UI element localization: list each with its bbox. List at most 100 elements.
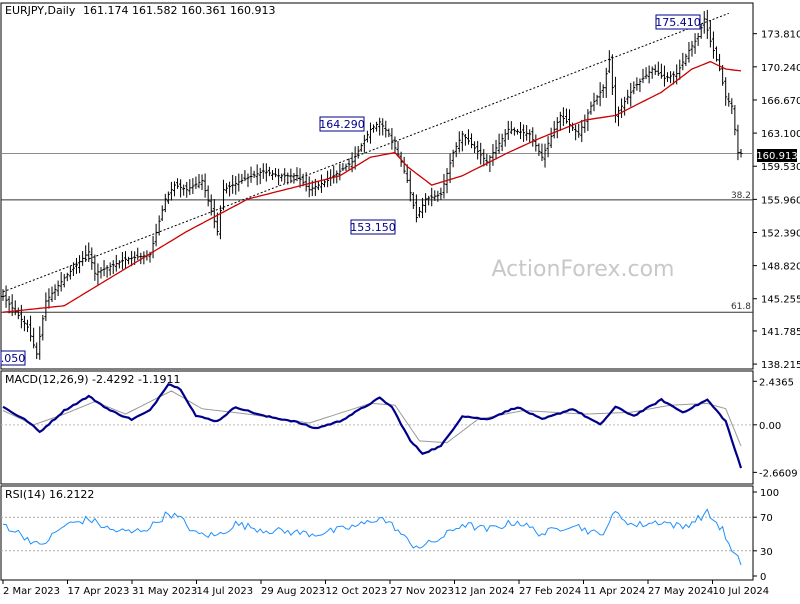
price-bar <box>730 98 734 114</box>
date-tick-label: 11 Apr 2024 <box>584 586 646 597</box>
price-bar <box>454 142 458 158</box>
price-bar <box>368 122 372 144</box>
price-bar <box>552 120 556 139</box>
price-bar <box>267 166 271 177</box>
price-bar <box>690 40 694 57</box>
price-bar <box>359 143 363 152</box>
price-bar <box>534 134 538 152</box>
price-bar <box>421 197 425 219</box>
price-bar <box>68 266 72 280</box>
price-bar <box>476 140 480 160</box>
price-bar <box>577 123 581 138</box>
price-bar <box>457 131 461 153</box>
price-bar <box>396 141 400 157</box>
price-bar <box>411 192 415 209</box>
rsi-tick-label: 100 <box>760 488 779 499</box>
price-bar <box>231 174 235 194</box>
price-bar <box>604 67 608 98</box>
price-bar <box>280 173 284 182</box>
price-bar <box>549 127 553 148</box>
price-bar <box>65 272 69 282</box>
price-bar <box>307 176 311 198</box>
price-bar <box>620 98 624 118</box>
price-bar <box>191 178 195 194</box>
price-bar <box>666 72 670 82</box>
price-bar <box>87 242 91 262</box>
price-bar <box>727 92 731 107</box>
price-bar <box>362 134 366 153</box>
price-bar <box>120 251 124 270</box>
price-bar <box>568 109 572 133</box>
price-bar <box>353 146 357 170</box>
price-tick-label: 170.240 <box>761 63 800 74</box>
date-tick-label: 14 Jul 2023 <box>197 586 254 597</box>
price-bar <box>209 194 213 216</box>
price-bar <box>41 314 45 341</box>
price-bar <box>319 174 323 193</box>
price-bar <box>715 46 719 62</box>
price-bar <box>564 108 568 124</box>
price-bar <box>595 94 599 105</box>
price-bar <box>503 129 507 147</box>
macd-tick-label: -2.6609 <box>759 468 798 479</box>
price-bar <box>494 139 498 160</box>
price-bar <box>200 174 204 191</box>
price-bar <box>497 133 501 154</box>
price-bar <box>53 284 57 301</box>
price-bar <box>289 168 293 184</box>
rsi-title: RSI(14) 16.2122 <box>5 488 94 501</box>
price-bar <box>506 120 510 140</box>
price-bar <box>439 187 443 200</box>
price-tick-label: 173.810 <box>761 30 800 41</box>
price-bar <box>644 67 648 80</box>
price-bar <box>252 170 256 179</box>
price-bar <box>417 207 421 218</box>
price-bar <box>78 255 82 274</box>
price-bar <box>372 124 376 133</box>
price-bar <box>206 185 210 207</box>
rsi-layer <box>1 508 753 566</box>
price-bar <box>607 50 611 74</box>
price-bar <box>22 315 26 332</box>
price-bar <box>154 223 158 247</box>
macd-tick-label: 2.4365 <box>759 377 794 388</box>
price-bar <box>218 205 222 240</box>
price-bar <box>163 193 167 213</box>
price-bar <box>623 96 627 116</box>
axis-layer: 173.810 170.240 166.670 163.100 159.530 155.9… <box>2 30 800 597</box>
date-tick-label: 27 Feb 2024 <box>519 586 581 597</box>
price-bar <box>344 163 348 172</box>
price-bar <box>127 256 131 265</box>
date-tick-label: 10 Jul 2024 <box>713 586 770 597</box>
price-bar <box>197 174 201 189</box>
price-bar <box>448 153 452 184</box>
last-price-label: 160.913 <box>756 151 797 162</box>
price-bar <box>185 181 189 198</box>
date-tick-label: 29 Aug 2023 <box>261 586 325 597</box>
price-bar <box>650 66 654 79</box>
price-tick-label: 163.100 <box>761 129 800 140</box>
price-bar <box>561 107 565 126</box>
price-bar <box>316 181 320 191</box>
price-bar <box>264 163 268 182</box>
price-bar <box>59 272 63 292</box>
price-bar <box>702 11 706 34</box>
rsi-tick-label: 30 <box>760 547 773 558</box>
macd-panel-frame <box>0 370 754 485</box>
price-bar <box>460 130 464 152</box>
price-bar <box>430 187 434 207</box>
price-bar <box>10 294 14 316</box>
price-bar <box>283 168 287 183</box>
price-bar <box>172 181 176 197</box>
price-bar <box>221 179 225 211</box>
price-bar <box>408 170 412 202</box>
price-bar <box>528 129 532 143</box>
price-bar <box>610 54 614 95</box>
price-bar <box>74 257 78 274</box>
price-bar <box>29 315 33 342</box>
price-bar <box>653 64 657 75</box>
price-bar <box>656 61 660 77</box>
price-bar <box>451 149 455 168</box>
price-bar <box>693 33 697 54</box>
